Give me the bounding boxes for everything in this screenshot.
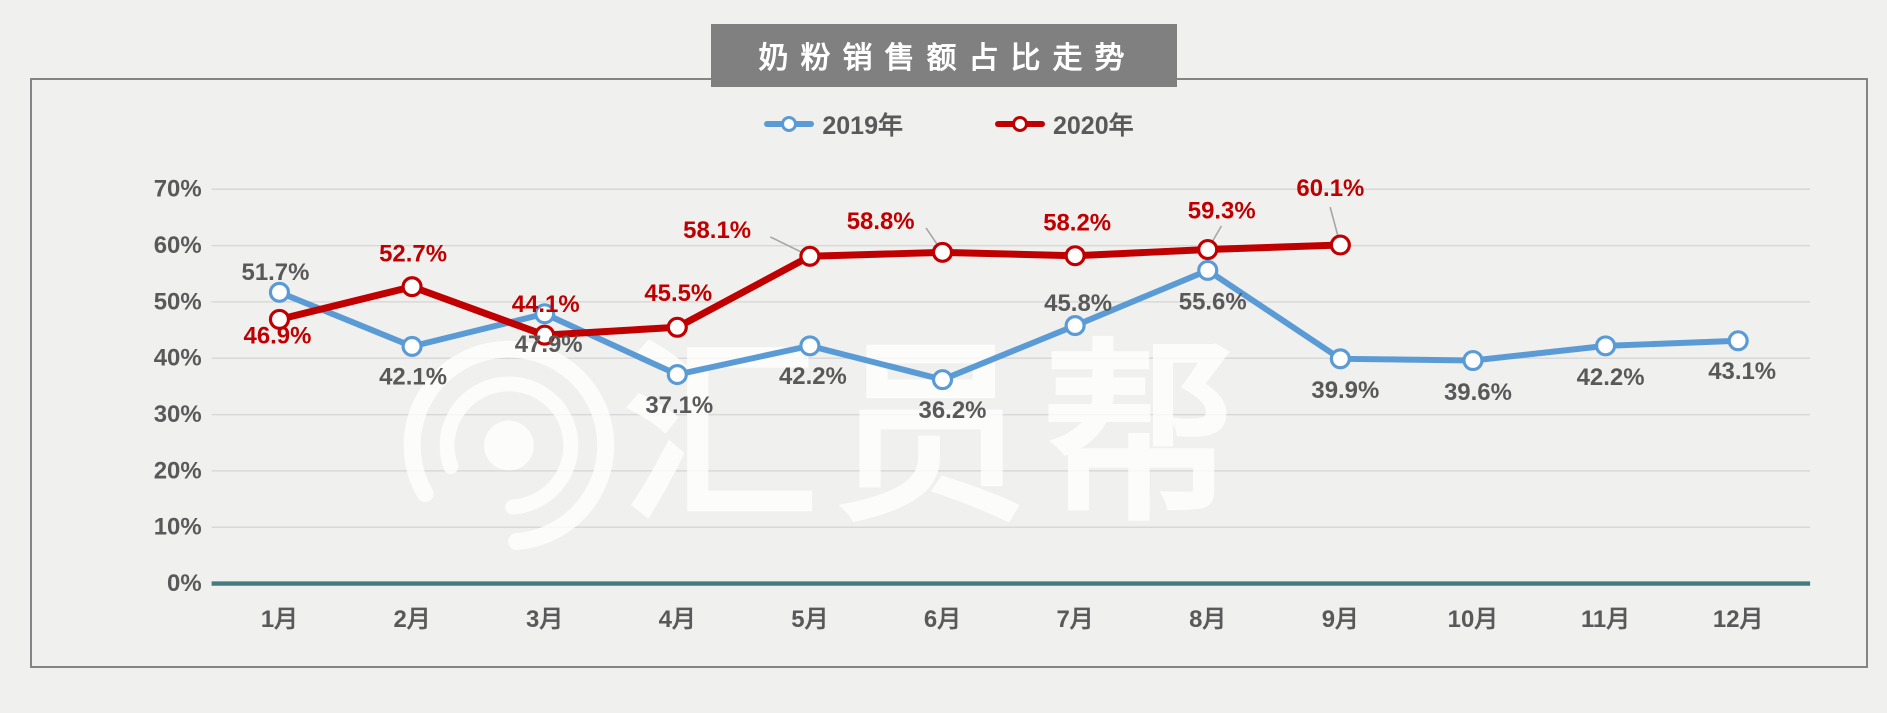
x-axis-label: 4月	[659, 606, 696, 633]
data-label-2020年: 58.2%	[1043, 209, 1111, 236]
x-axis-label: 8月	[1189, 606, 1226, 633]
data-label-2019年: 37.1%	[645, 392, 713, 419]
data-point-2019年	[799, 335, 821, 357]
x-axis-label: 9月	[1322, 606, 1359, 633]
data-point-2020年	[931, 241, 954, 263]
chart-title: 奶粉销售额占比走势	[710, 24, 1177, 87]
data-label-2019年: 45.8%	[1044, 290, 1112, 317]
data-label-2019年: 43.1%	[1708, 358, 1776, 385]
data-label-2020年: 58.8%	[847, 208, 915, 235]
legend-label-2020: 2020年	[1053, 112, 1134, 140]
x-axis-label: 3月	[526, 606, 563, 633]
data-point-2019年	[1594, 335, 1617, 357]
data-point-2020年	[666, 316, 688, 338]
watermark-text: 汇员帮	[623, 327, 1252, 544]
chart-frame: 2019年 2020年 0% 10% 20% 30% 40% 50% 60% 70% 汇员帮 1月…	[30, 78, 1868, 668]
x-axis-label: 10月	[1448, 606, 1499, 633]
data-point-2019年	[1727, 330, 1749, 352]
watermark-logo-dot	[484, 420, 534, 471]
y-tick-label: 0%	[167, 570, 202, 597]
data-point-2020年	[268, 308, 291, 330]
y-tick-label: 40%	[154, 345, 202, 372]
data-point-2020年	[534, 324, 556, 346]
y-tick-label: 50%	[154, 288, 202, 315]
data-point-2020年	[401, 276, 423, 298]
data-point-2020年	[1064, 245, 1086, 267]
chart-legend: 2019年 2020年	[32, 106, 1866, 142]
watermark-logo-ring	[403, 340, 615, 551]
data-point-2020年	[1197, 238, 1219, 261]
y-tick-label: 10%	[154, 514, 202, 541]
x-axis-label: 11月	[1581, 606, 1630, 633]
data-label-2020年: 59.3%	[1188, 197, 1256, 224]
data-label-2020年: 46.9%	[244, 323, 312, 350]
data-label-2019年: 55.6%	[1179, 289, 1247, 316]
data-label-2019年: 47.9%	[515, 331, 583, 358]
data-label-2020年: 58.1%	[683, 217, 751, 244]
data-point-2019年	[268, 281, 291, 303]
legend-line-marker-icon-2019	[764, 116, 815, 132]
data-point-2019年	[401, 335, 423, 357]
data-point-2019年	[931, 369, 954, 391]
data-point-2019年	[1462, 349, 1484, 372]
line-chart: 0% 10% 20% 30% 40% 50% 60% 70% 汇员帮 1月 2月 3月 4月 5月 6月 7月…	[154, 175, 1811, 633]
data-point-2020年	[799, 245, 821, 267]
y-tick-label: 70%	[154, 176, 202, 203]
y-tick-label: 60%	[154, 232, 202, 259]
data-label-2019年: 51.7%	[242, 259, 310, 286]
data-point-2020年	[1329, 234, 1351, 256]
y-tick-label: 20%	[154, 457, 202, 484]
data-label-2019年: 42.2%	[779, 363, 847, 390]
data-point-2019年	[534, 303, 556, 325]
data-label-2019年: 36.2%	[919, 397, 987, 424]
series-line-2019年	[276, 267, 1742, 383]
x-axis-label: 7月	[1057, 606, 1094, 633]
data-point-2019年	[1197, 259, 1219, 281]
data-point-2019年	[1064, 315, 1086, 337]
data-label-2019年: 42.1%	[379, 364, 447, 391]
x-axis-label: 1月	[261, 606, 298, 633]
data-label-2020年: 45.5%	[644, 280, 712, 307]
data-label-2020年: 44.1%	[512, 291, 580, 318]
data-label-2019年: 42.2%	[1577, 364, 1645, 391]
y-tick-label: 30%	[154, 401, 202, 428]
legend-line-marker-icon-2020	[995, 116, 1045, 132]
data-point-2019年	[1329, 348, 1351, 370]
watermark-logo-ring	[439, 376, 579, 515]
data-label-2019年: 39.6%	[1444, 379, 1512, 406]
data-point-2019年	[666, 364, 688, 386]
x-axis-label: 5月	[791, 606, 828, 633]
legend-entry-2019: 2019年	[764, 106, 903, 142]
x-axis-label: 2月	[393, 606, 430, 633]
data-label-2019年: 39.9%	[1311, 377, 1379, 404]
x-axis-label: 12月	[1713, 606, 1764, 633]
legend-entry-2020: 2020年	[995, 106, 1134, 142]
data-label-2020年: 52.7%	[379, 240, 447, 267]
x-axis-label: 6月	[924, 606, 961, 633]
data-label-2020年: 60.1%	[1296, 175, 1364, 202]
legend-label-2019: 2019年	[822, 112, 903, 140]
